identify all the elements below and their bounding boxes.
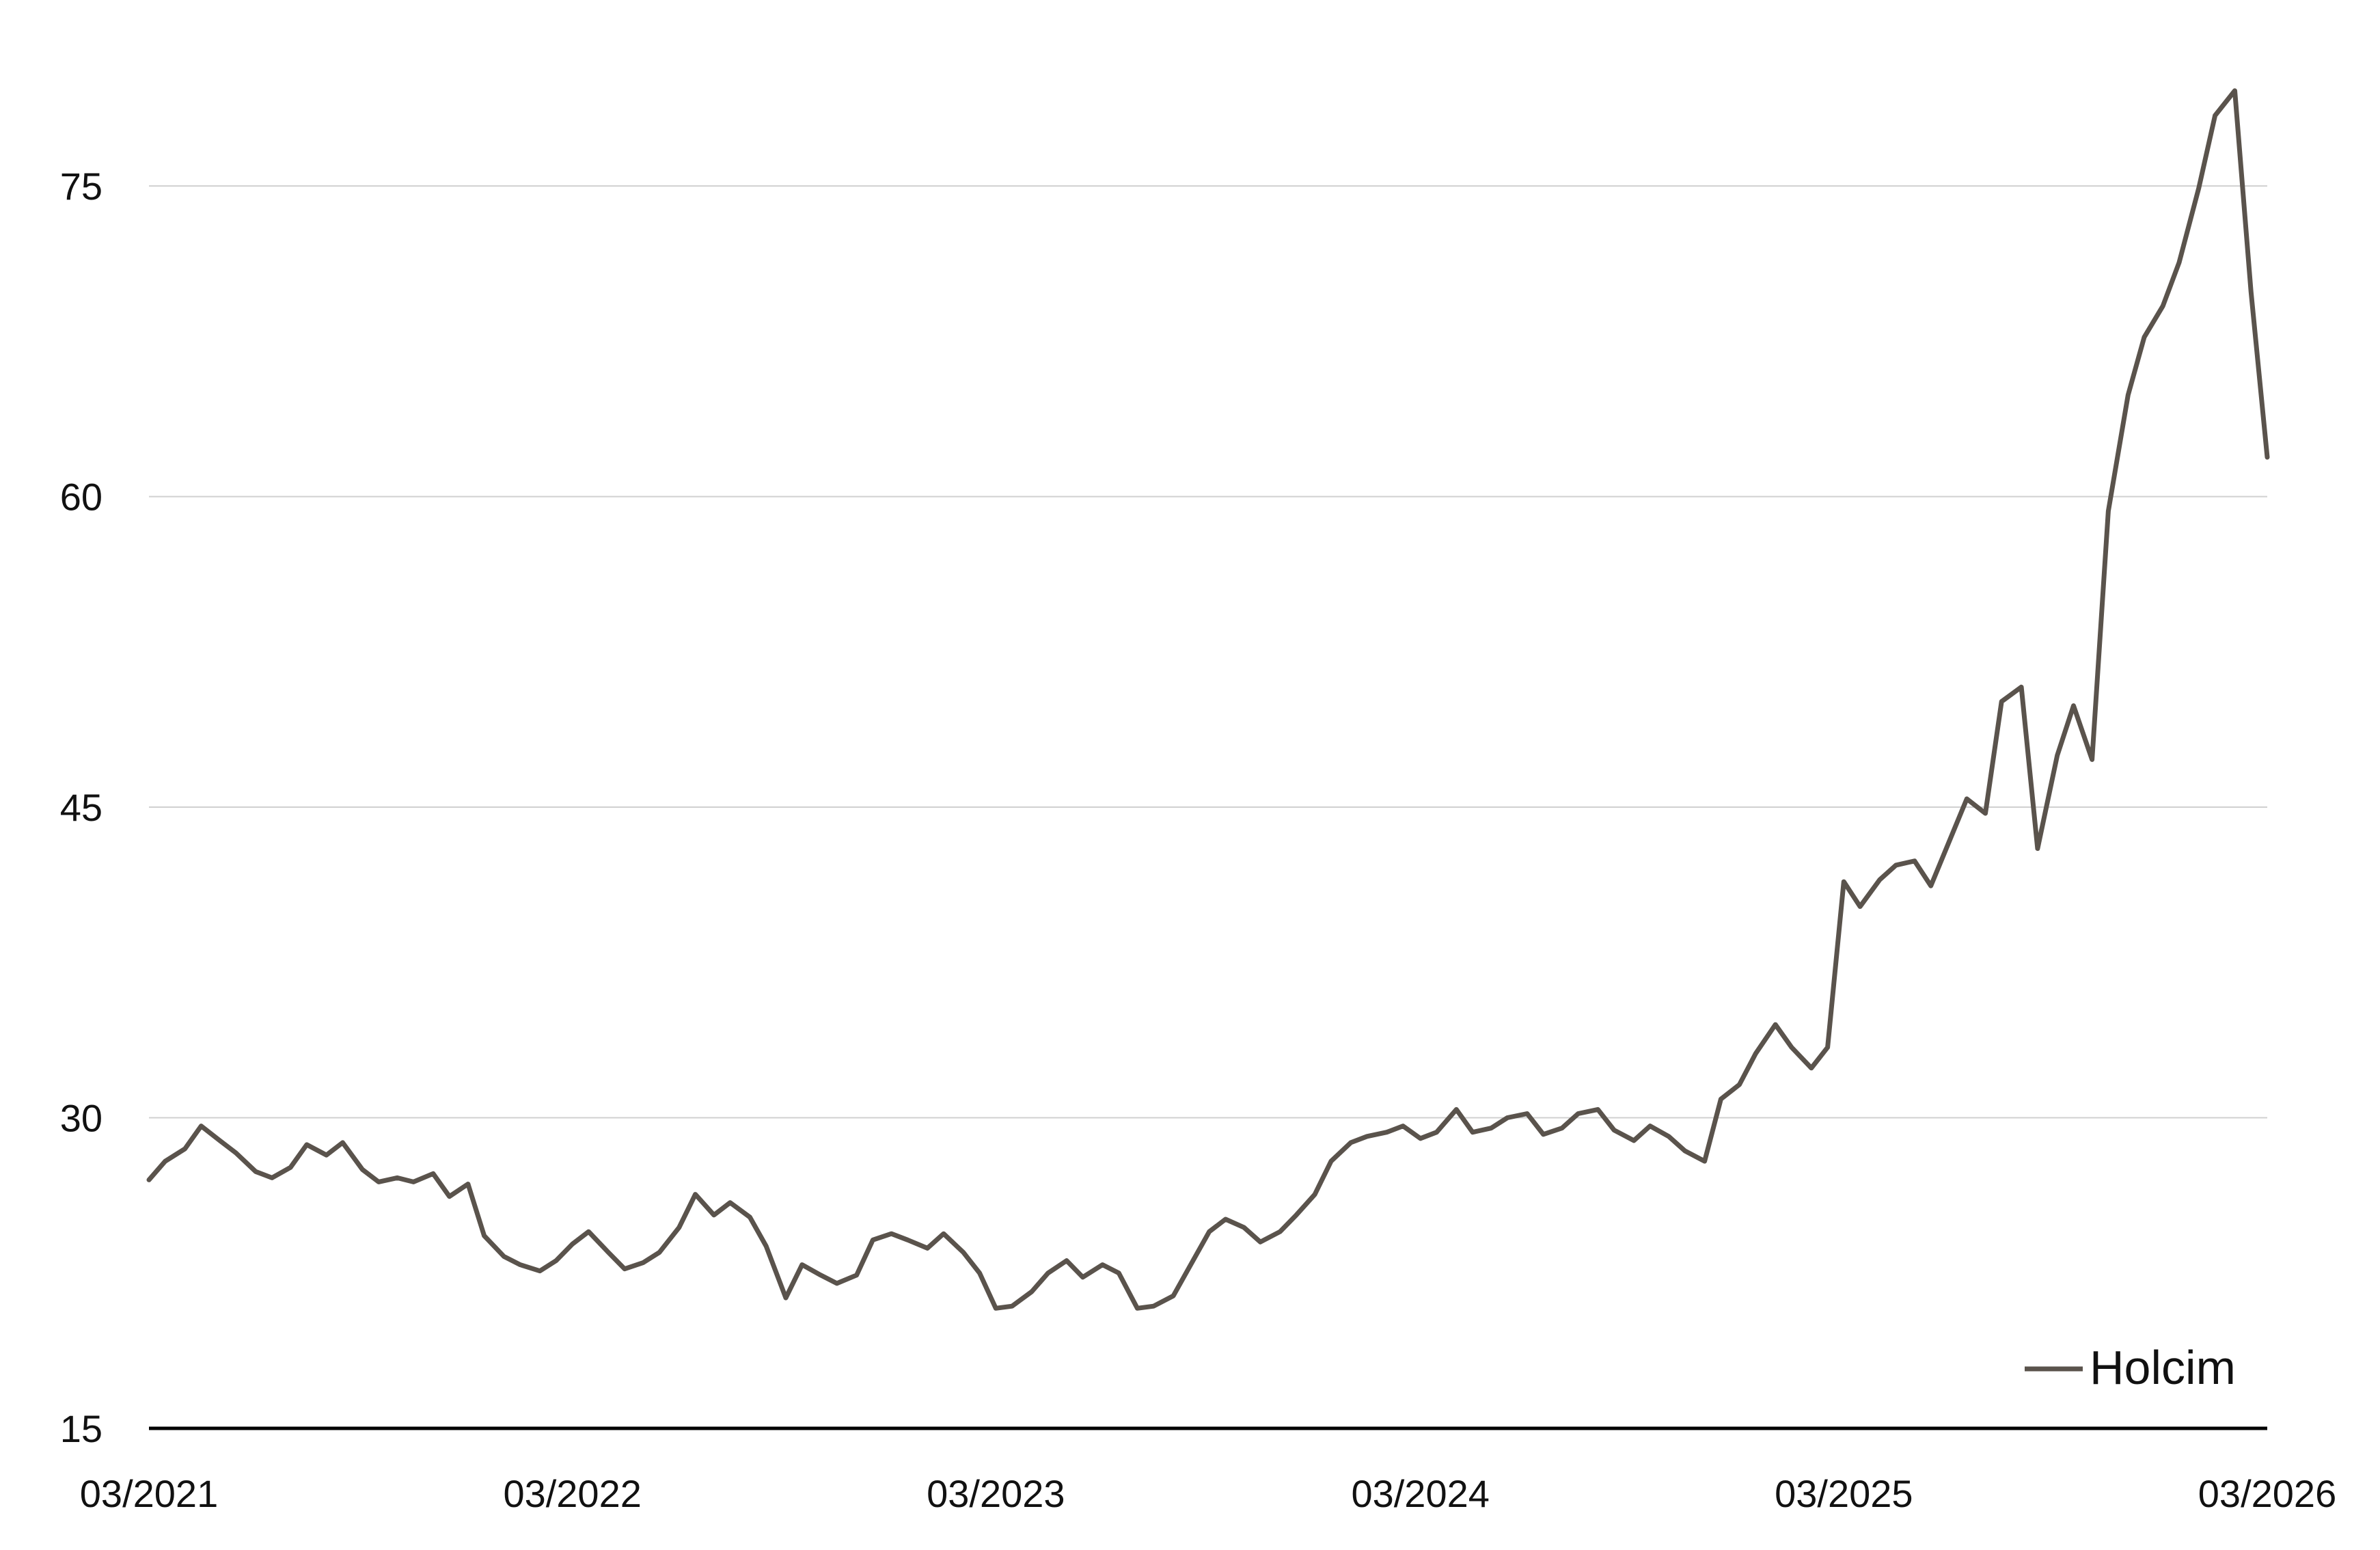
x-tick-label: 03/2023 (927, 1472, 1065, 1515)
x-tick-label: 03/2025 (1775, 1472, 1913, 1515)
y-tick-label: 30 (60, 1097, 102, 1140)
y-axis-tick-labels: 15 30 45 60 75 (60, 165, 102, 1450)
x-tick-label: 03/2021 (80, 1472, 218, 1515)
y-tick-label: 15 (60, 1407, 102, 1450)
y-tick-label: 75 (60, 165, 102, 208)
y-tick-label: 60 (60, 476, 102, 519)
series-line-holcim (146, 88, 2270, 1311)
gridlines (149, 185, 2267, 1119)
series-lines (146, 88, 2270, 1311)
x-tick-label: 03/2022 (503, 1472, 641, 1515)
x-tick-label: 03/2026 (2198, 1472, 2336, 1515)
legend: Holcim (2025, 1341, 2236, 1394)
x-axis-tick-labels: 03/2021 03/2022 03/2023 03/2024 03/2025 03/20… (80, 1472, 2336, 1515)
legend-label-holcim: Holcim (2090, 1341, 2236, 1394)
y-tick-label: 45 (60, 786, 102, 829)
x-tick-label: 03/2024 (1351, 1472, 1489, 1515)
